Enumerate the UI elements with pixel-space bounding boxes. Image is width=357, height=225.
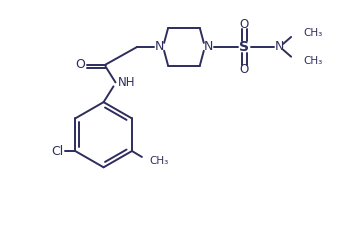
Text: O: O [240,18,249,31]
Text: NH: NH [117,76,135,89]
Text: S: S [240,40,250,54]
Text: O: O [240,63,249,76]
Text: CH₃: CH₃ [150,156,169,166]
Text: N: N [275,40,284,53]
Text: CH₃: CH₃ [303,56,322,66]
Text: Cl: Cl [51,144,64,158]
Text: N: N [204,40,213,53]
Text: CH₃: CH₃ [303,28,322,38]
Text: N: N [155,40,164,53]
Text: O: O [75,58,85,71]
